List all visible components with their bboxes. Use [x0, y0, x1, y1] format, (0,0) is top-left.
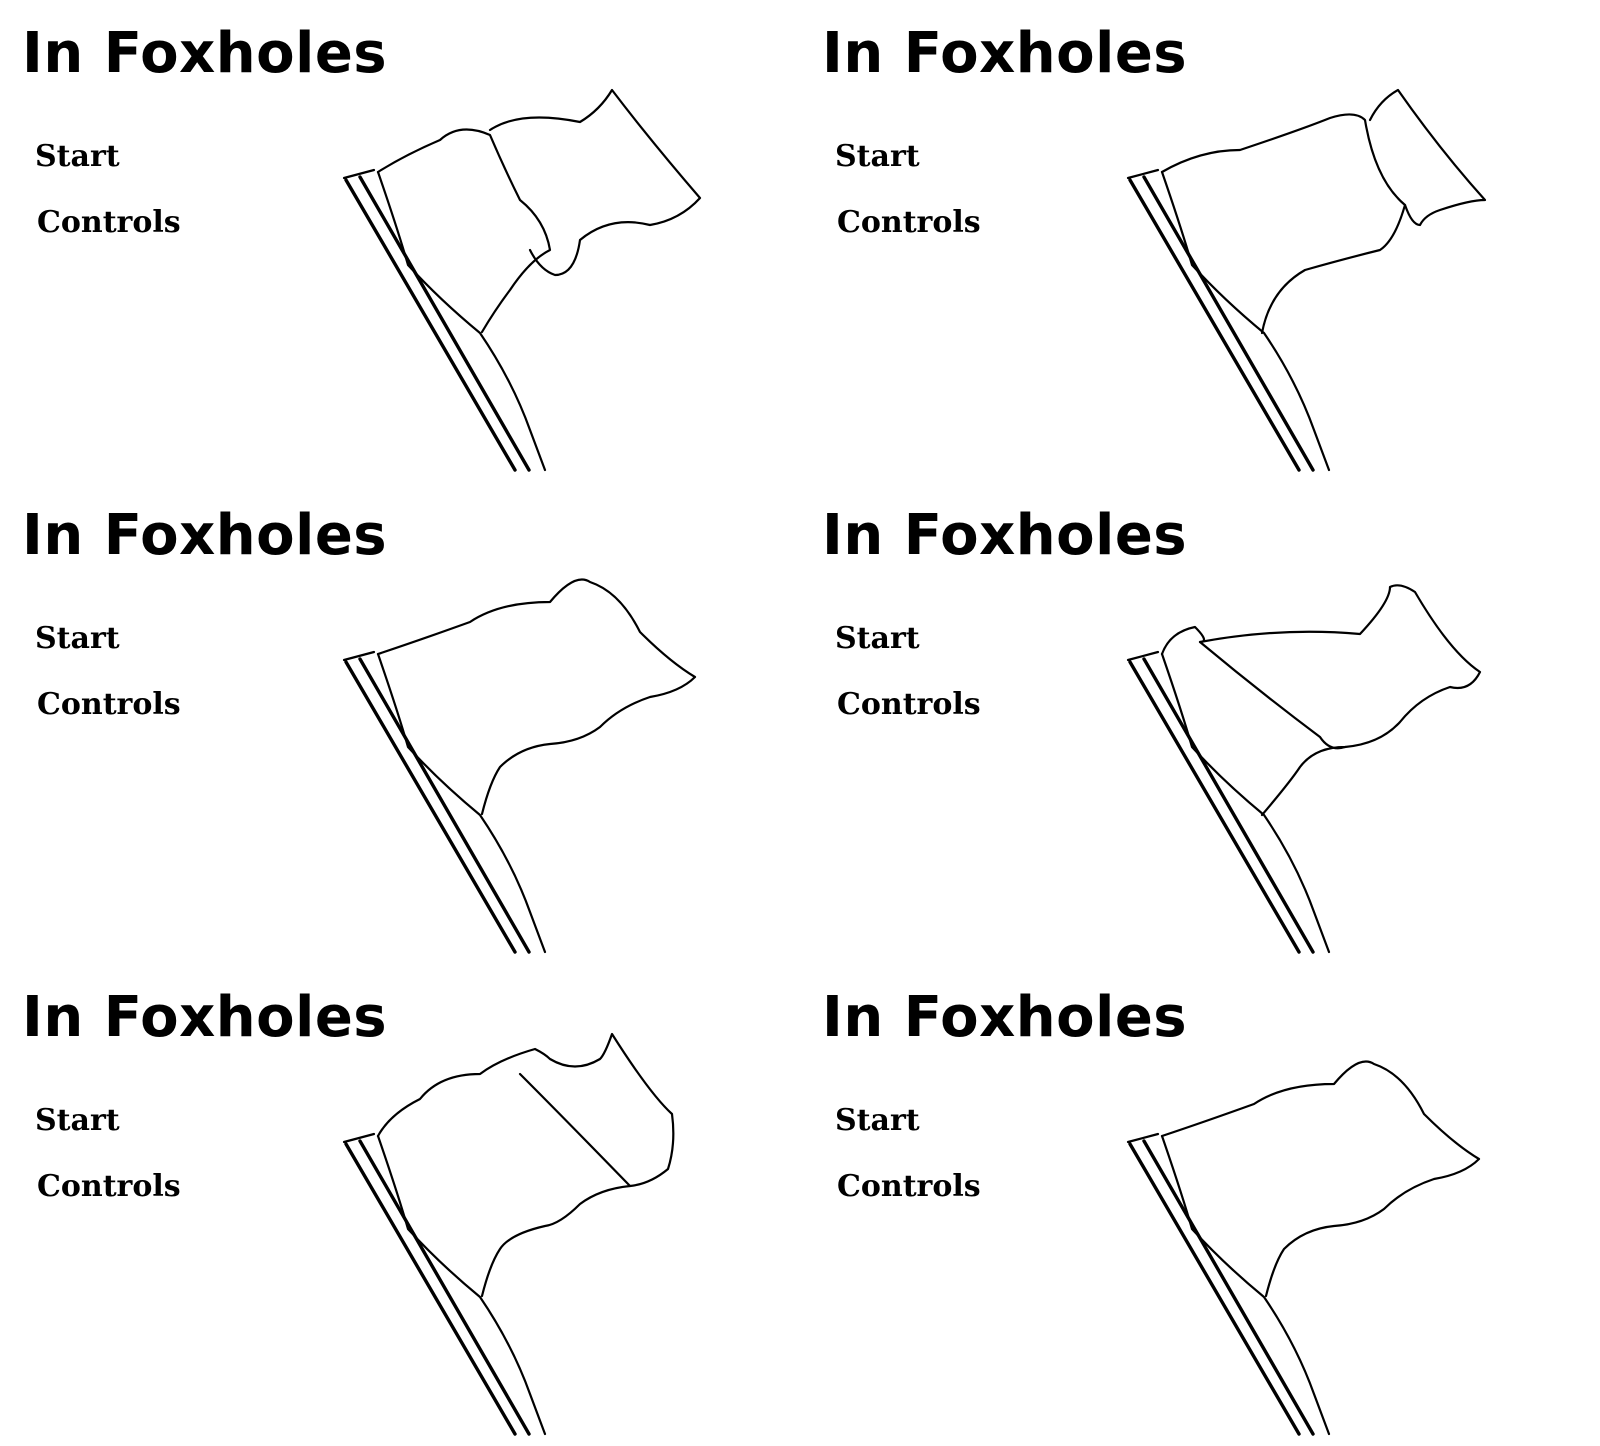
controls-button[interactable]: Controls [37, 1169, 181, 1204]
game-title: In Foxholes [22, 985, 388, 1050]
title-screen-frame-5: In Foxholes Start Controls [0, 964, 800, 1446]
start-button[interactable]: Start [35, 1103, 120, 1138]
game-title: In Foxholes [22, 21, 388, 86]
game-title: In Foxholes [822, 503, 1188, 568]
title-screen-frame-4: In Foxholes Start Controls [800, 482, 1600, 964]
controls-button[interactable]: Controls [837, 687, 981, 722]
start-button[interactable]: Start [35, 139, 120, 174]
title-screen-frame-6: In Foxholes Start Controls [800, 964, 1600, 1446]
start-button[interactable]: Start [35, 621, 120, 656]
start-button[interactable]: Start [835, 139, 920, 174]
start-button[interactable]: Start [835, 621, 920, 656]
start-button[interactable]: Start [835, 1103, 920, 1138]
controls-button[interactable]: Controls [837, 205, 981, 240]
game-title: In Foxholes [822, 21, 1188, 86]
controls-button[interactable]: Controls [37, 687, 181, 722]
controls-button[interactable]: Controls [837, 1169, 981, 1204]
game-title: In Foxholes [22, 503, 388, 568]
title-screen-frame-1: In Foxholes Start Controls [0, 0, 800, 482]
title-screen-frame-2: In Foxholes Start Controls [800, 0, 1600, 482]
controls-button[interactable]: Controls [37, 205, 181, 240]
title-screen-frame-3: In Foxholes Start Controls [0, 482, 800, 964]
game-title: In Foxholes [822, 985, 1188, 1050]
